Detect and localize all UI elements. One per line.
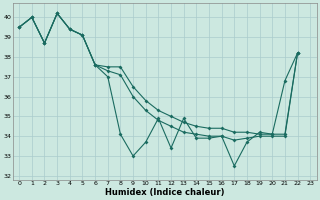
X-axis label: Humidex (Indice chaleur): Humidex (Indice chaleur) (105, 188, 224, 197)
